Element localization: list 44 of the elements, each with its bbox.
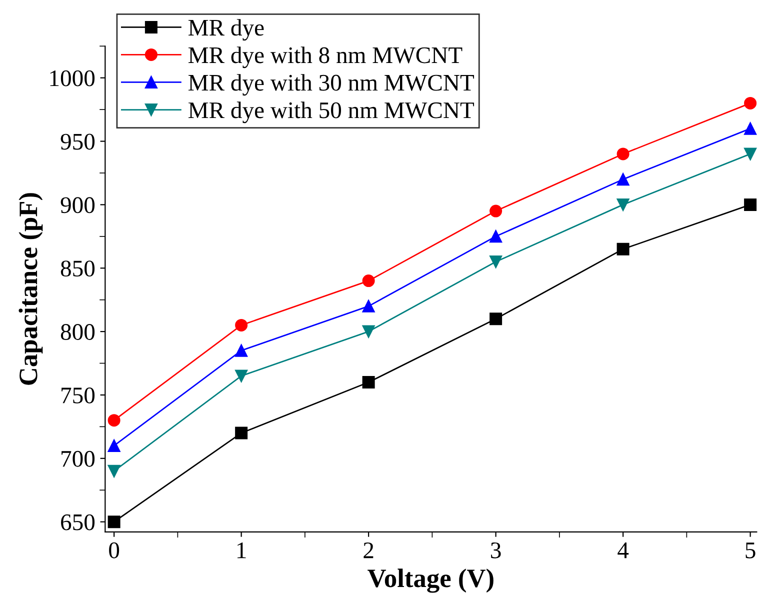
y-tick-label: 950	[60, 134, 95, 150]
legend-label: MR dye with 30 nm MWCNT	[188, 74, 474, 96]
point	[744, 148, 757, 160]
point	[108, 516, 120, 528]
point	[490, 312, 502, 326]
y-tick-label: 700	[62, 450, 95, 467]
point	[616, 148, 630, 160]
point	[362, 274, 375, 288]
legend-label: MR dye	[188, 19, 264, 41]
x-tick-label: 4	[618, 542, 629, 558]
y-tick-label: 900	[60, 197, 95, 214]
point	[235, 370, 248, 382]
legend-label: MR dye with 8 nm MWCNT	[188, 46, 462, 68]
point	[362, 376, 375, 389]
x-tick-label: 5	[746, 542, 756, 558]
point	[616, 242, 630, 256]
point	[235, 344, 248, 357]
legend-label: MR dye with 50 nm MWCNT	[188, 102, 474, 124]
x-axis-title: Voltage (V)	[368, 568, 494, 593]
point	[490, 256, 502, 268]
x-tick-label: 2	[364, 542, 374, 558]
point	[616, 173, 630, 186]
point	[108, 414, 120, 427]
point	[362, 325, 375, 338]
y-tick-label: 1000	[50, 70, 95, 86]
point	[744, 198, 757, 211]
point	[616, 198, 630, 211]
y-tick-label: 800	[60, 324, 95, 340]
y-tick-label: 650	[61, 514, 95, 530]
y-tick-label: 750	[62, 387, 95, 404]
point	[108, 439, 120, 452]
y-tick-label: 850	[60, 260, 95, 277]
x-tick-label: 1	[237, 542, 246, 558]
x-tick-label: 0	[109, 542, 120, 558]
point	[490, 230, 502, 243]
point	[362, 300, 375, 312]
point	[235, 318, 248, 332]
point	[490, 204, 502, 218]
y-axis-title: Capacitance (pF)	[18, 193, 43, 385]
point	[108, 464, 120, 478]
point	[744, 122, 757, 135]
x-tick-label: 3	[491, 542, 501, 558]
point	[235, 426, 248, 440]
point	[744, 96, 757, 110]
